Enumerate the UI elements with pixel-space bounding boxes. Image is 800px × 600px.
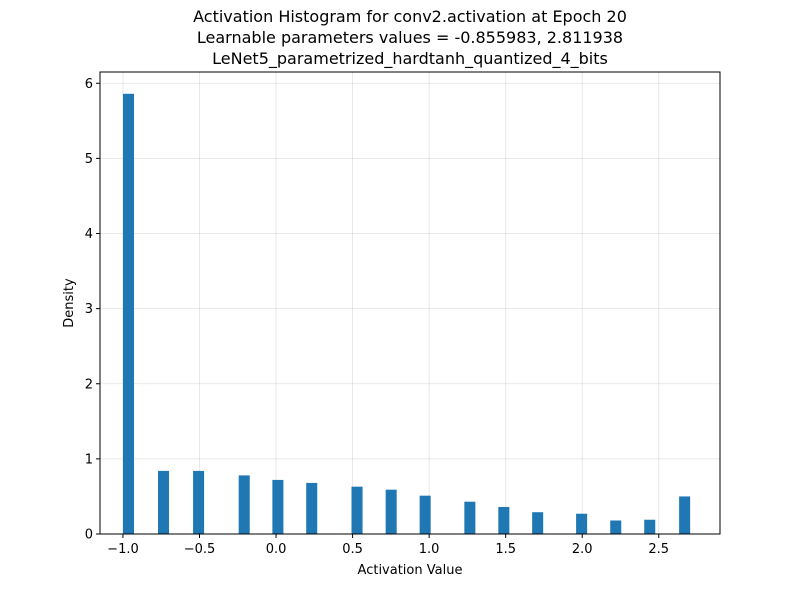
x-tick-label: 2.0 xyxy=(572,542,593,557)
x-axis-label: Activation Value xyxy=(358,563,463,578)
histogram-bar xyxy=(122,93,134,534)
histogram-bar xyxy=(644,519,656,534)
x-tick-label: 2.5 xyxy=(648,542,669,557)
histogram-bar xyxy=(610,520,622,534)
x-tick-label: 0.5 xyxy=(342,542,363,557)
y-tick-label: 6 xyxy=(85,77,93,92)
y-axis-label: Density xyxy=(62,278,77,328)
histogram-bar xyxy=(576,513,588,534)
x-tick-label: −0.5 xyxy=(184,542,216,557)
y-tick-label: 5 xyxy=(85,152,93,167)
histogram-bar xyxy=(679,496,691,534)
histogram-bars xyxy=(122,93,691,534)
histogram-bar xyxy=(238,475,250,534)
histogram-bar xyxy=(306,482,318,534)
chart-title-line-3: LeNet5_parametrized_hardtanh_quantized_4… xyxy=(212,49,608,69)
plot-frame xyxy=(99,71,721,535)
y-tick-label: 3 xyxy=(85,302,93,317)
histogram-bar xyxy=(158,470,170,534)
x-tick-label: 1.5 xyxy=(495,542,516,557)
y-tick-label: 0 xyxy=(85,528,93,543)
chart-title: Activation Histogram for conv2.activatio… xyxy=(193,7,627,69)
y-axis-ticks: 0 1 2 3 4 5 6 xyxy=(85,77,100,543)
histogram-bar xyxy=(419,495,431,534)
histogram-bar xyxy=(272,479,284,534)
x-axis-ticks: −1.0 −0.5 0.0 0.5 1.0 1.5 2.0 2.5 xyxy=(107,534,669,557)
x-tick-label: 0.0 xyxy=(266,542,287,557)
histogram-bar xyxy=(532,512,544,534)
chart-title-line-1: Activation Histogram for conv2.activatio… xyxy=(193,7,627,26)
y-tick-label: 1 xyxy=(85,452,93,467)
grid-lines xyxy=(100,72,720,535)
histogram-bar xyxy=(464,501,476,534)
y-tick-label: 2 xyxy=(85,377,93,392)
y-tick-label: 4 xyxy=(85,227,93,242)
histogram-bar xyxy=(385,489,397,534)
chart-title-line-2: Learnable parameters values = -0.855983,… xyxy=(197,28,623,47)
histogram-bar xyxy=(351,486,363,534)
histogram-bar xyxy=(498,506,510,534)
histogram-bar xyxy=(193,470,205,534)
x-tick-label: 1.0 xyxy=(419,542,440,557)
x-tick-label: −1.0 xyxy=(107,542,139,557)
